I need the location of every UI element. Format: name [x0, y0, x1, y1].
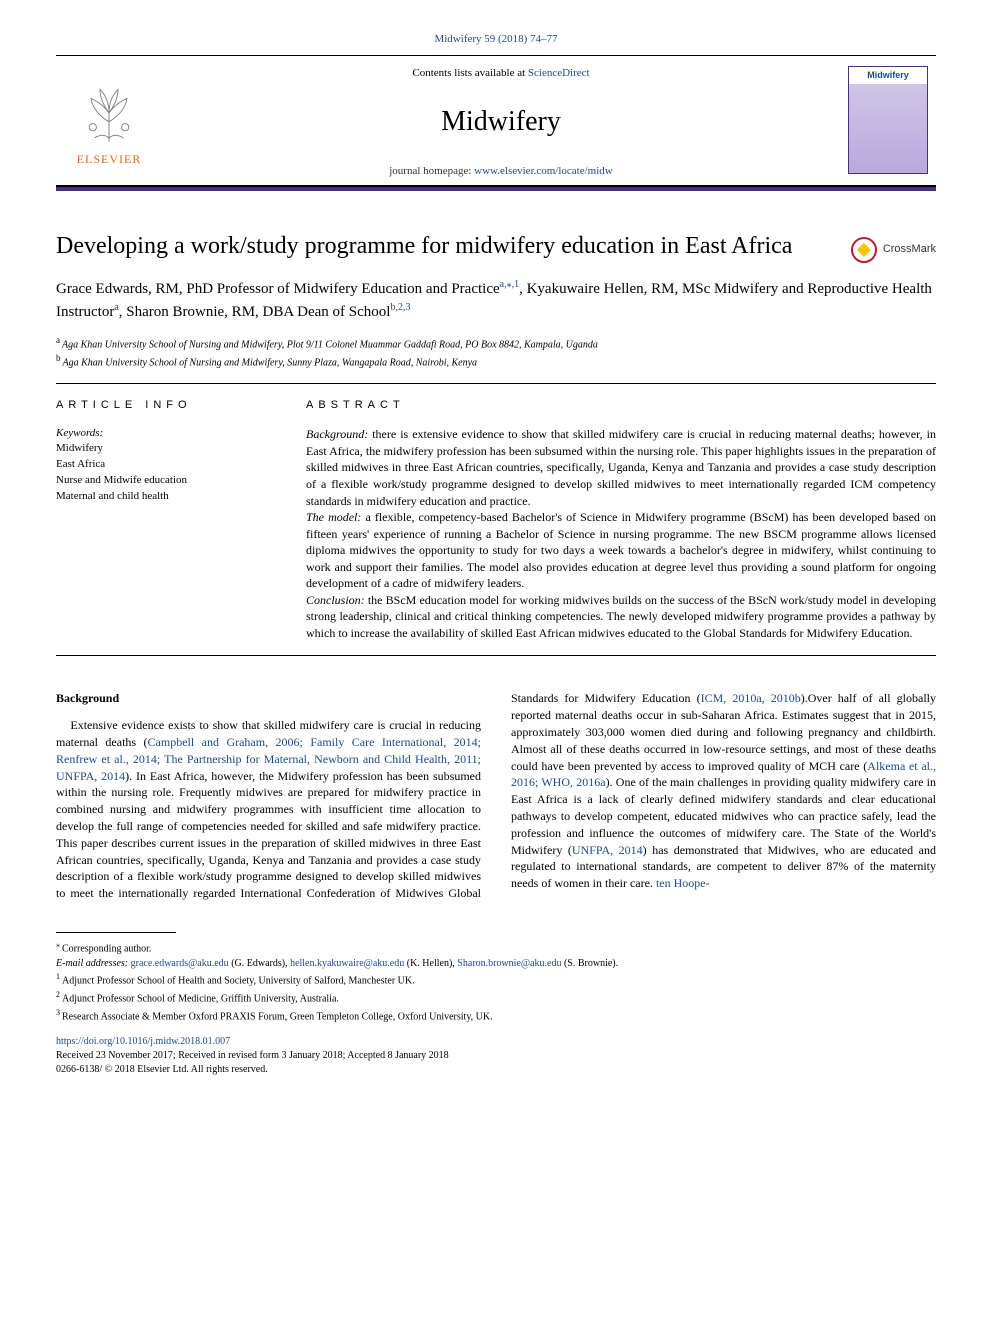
homepage-prefix: journal homepage:: [389, 165, 474, 177]
abstract-column: ABSTRACT Background: there is extensive …: [306, 398, 936, 642]
article-title: Developing a work/study programme for mi…: [56, 231, 835, 261]
abstract-segment: The model: a flexible, competency-based …: [306, 509, 936, 592]
page: Midwifery 59 (2018) 74–77 ELSEVIER: [0, 0, 992, 1097]
publisher-logo[interactable]: ELSEVIER: [56, 56, 162, 185]
email-link[interactable]: hellen.kyakuwaire@aku.edu: [290, 958, 404, 969]
email-link[interactable]: Sharon.brownie@aku.edu: [457, 958, 561, 969]
copyright-line: 0266-6138/ © 2018 Elsevier Ltd. All righ…: [56, 1063, 936, 1077]
crossmark-label: CrossMark: [883, 242, 936, 257]
citation-link[interactable]: ten Hoope-: [656, 876, 710, 890]
journal-cover-thumb[interactable]: Midwifery: [840, 56, 936, 185]
cover-image: Midwifery: [848, 66, 928, 174]
authors-block: Grace Edwards, RM, PhD Professor of Midw…: [56, 277, 936, 324]
info-abstract-row: ARTICLE INFO Keywords: Midwifery East Af…: [56, 398, 936, 642]
title-row: Developing a work/study programme for mi…: [56, 231, 936, 263]
author-3-sup[interactable]: b,2,3: [390, 302, 410, 313]
elsevier-tree-icon: [71, 73, 147, 149]
footnote-corresponding: ⁎Corresponding author.: [56, 939, 936, 957]
keyword: Maternal and child health: [56, 489, 274, 505]
journal-name: Midwifery: [441, 103, 561, 141]
sciencedirect-link[interactable]: ScienceDirect: [528, 67, 590, 79]
abstract-segment: Conclusion: the BScM education model for…: [306, 592, 936, 642]
divider: [56, 655, 936, 656]
footnote-3: 3Research Associate & Member Oxford PRAX…: [56, 1007, 936, 1025]
abstract-segment: Background: there is extensive evidence …: [306, 426, 936, 509]
doi-block: https://doi.org/10.1016/j.midw.2018.01.0…: [56, 1035, 936, 1077]
footnote-2: 2Adjunct Professor School of Medicine, G…: [56, 989, 936, 1007]
citation-link[interactable]: UNFPA, 2014: [572, 843, 643, 857]
homepage-line: journal homepage: www.elsevier.com/locat…: [389, 164, 613, 179]
journal-reference: Midwifery 59 (2018) 74–77: [56, 32, 936, 47]
footnote-divider: [56, 932, 176, 933]
journal-ref-link[interactable]: Midwifery 59 (2018) 74–77: [434, 33, 557, 45]
journal-header-band: ELSEVIER Contents lists available at Sci…: [56, 55, 936, 187]
author-1: Grace Edwards, RM, PhD Professor of Midw…: [56, 281, 500, 297]
affiliation-a: aAga Khan University School of Nursing a…: [56, 334, 936, 352]
section-heading-background: Background: [56, 690, 481, 707]
abstract-heading: ABSTRACT: [306, 398, 936, 413]
email-link[interactable]: grace.edwards@aku.edu: [131, 958, 229, 969]
accent-divider: [56, 187, 936, 191]
keywords-list: Midwifery East Africa Nurse and Midwife …: [56, 441, 274, 505]
article-history: Received 23 November 2017; Received in r…: [56, 1049, 936, 1063]
cover-title: Midwifery: [849, 69, 927, 81]
homepage-link[interactable]: www.elsevier.com/locate/midw: [474, 165, 613, 177]
author-2-sup[interactable]: a: [114, 302, 118, 313]
author-1-sup[interactable]: a,⁎,1: [500, 279, 519, 290]
contents-prefix: Contents lists available at: [412, 67, 527, 79]
footnote-emails: E-mail addresses: grace.edwards@aku.edu …: [56, 957, 936, 972]
header-center: Contents lists available at ScienceDirec…: [162, 56, 840, 185]
article-info-column: ARTICLE INFO Keywords: Midwifery East Af…: [56, 398, 274, 642]
body-paragraph: Extensive evidence exists to show that s…: [56, 690, 936, 902]
body-text: Background Extensive evidence exists to …: [56, 690, 936, 902]
publisher-name: ELSEVIER: [77, 151, 142, 167]
contents-line: Contents lists available at ScienceDirec…: [412, 66, 589, 81]
footnotes: ⁎Corresponding author. E-mail addresses:…: [56, 939, 936, 1025]
article-info-heading: ARTICLE INFO: [56, 398, 274, 413]
keywords-label: Keywords:: [56, 426, 274, 441]
author-3: Sharon Brownie, RM, DBA Dean of School: [126, 304, 390, 320]
abstract-body: Background: there is extensive evidence …: [306, 426, 936, 641]
keyword: Midwifery: [56, 441, 274, 457]
footnote-1: 1Adjunct Professor School of Health and …: [56, 971, 936, 989]
citation-link[interactable]: ICM, 2010a, 2010b: [701, 691, 801, 705]
doi-link[interactable]: https://doi.org/10.1016/j.midw.2018.01.0…: [56, 1036, 230, 1047]
affiliations: aAga Khan University School of Nursing a…: [56, 334, 936, 371]
affiliation-b: bAga Khan University School of Nursing a…: [56, 352, 936, 370]
keyword: East Africa: [56, 457, 274, 473]
crossmark-badge[interactable]: CrossMark: [851, 237, 936, 263]
divider: [56, 383, 936, 384]
keyword: Nurse and Midwife education: [56, 473, 274, 489]
crossmark-icon: [851, 237, 877, 263]
